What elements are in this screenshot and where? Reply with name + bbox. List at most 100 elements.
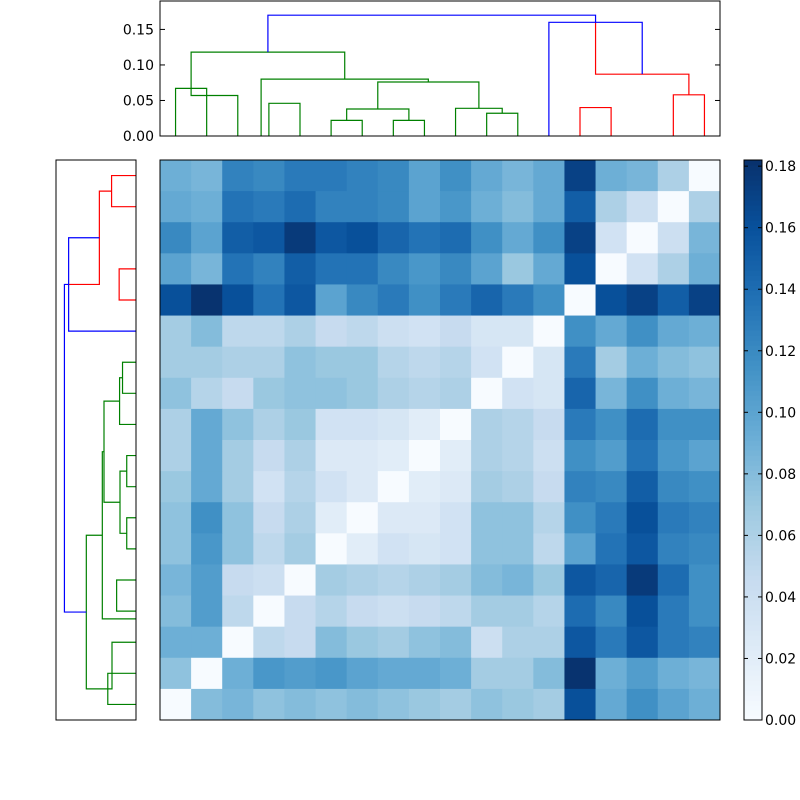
heatmap-cell [533,502,565,534]
heatmap-cell [222,688,254,721]
colorbar-segment [744,375,762,381]
left-dendrogram-link [107,641,136,690]
heatmap-cell [564,657,597,690]
heatmap-cell [408,626,441,659]
colorbar-segment [744,290,762,296]
heatmap-cell [440,160,472,192]
heatmap-cell [440,626,472,659]
heatmap-cell [346,408,379,441]
colorbar-segment [744,285,762,291]
heatmap-cell [346,595,379,628]
heatmap-cell [440,222,472,254]
heatmap-cell [191,688,223,721]
heatmap-cell [595,284,628,317]
colorbar-segment [744,310,762,316]
heatmap-cell [346,160,379,192]
top-dendrogram-link [672,94,706,136]
heatmap-cell [595,160,628,192]
heatmap-cell [408,595,441,628]
heatmap-cell [346,284,379,317]
heatmap-cell [533,440,565,472]
heatmap-cell [657,346,690,379]
heatmap-cell [564,315,597,348]
heatmap-cell [284,688,317,721]
heatmap-cell [191,408,223,441]
heatmap-cell [595,222,628,254]
heatmap-cell [688,160,721,192]
heatmap-cell [471,160,503,192]
heatmap-cell [471,253,503,285]
heatmap-cell [253,191,285,223]
heatmap-cell [284,191,317,223]
heatmap-cell [191,222,223,254]
colorbar-segment [744,595,762,601]
heatmap-cell [440,253,472,285]
heatmap-cell [688,440,721,472]
colorbar-segment [744,345,762,351]
heatmap-cell [533,160,565,192]
heatmap-cell [284,533,317,565]
heatmap-cell [502,160,534,192]
heatmap-cell [346,533,379,565]
heatmap-cell [626,315,659,348]
heatmap-cell [657,222,690,254]
colorbar-segment [744,420,762,426]
heatmap-cell [471,440,503,472]
colorbar-segment [744,165,762,171]
colorbar-segment [744,485,762,491]
heatmap-cell [408,533,441,565]
heatmap-cell [253,160,285,192]
heatmap-cell [502,688,534,721]
heatmap-cell [253,471,285,503]
heatmap-cell [284,346,317,379]
heatmap-cell [533,657,565,690]
heatmap-cell [377,315,410,348]
heatmap-cell [160,502,192,534]
heatmap-cell [626,377,659,410]
heatmap-cell [502,533,534,565]
heatmap-cell [502,440,534,472]
heatmap-cell [595,377,628,410]
colorbar-segment [744,550,762,556]
colorbar-segment [744,575,762,581]
heatmap-cell [688,315,721,348]
heatmap-cell [564,253,597,285]
colorbar-segment [744,220,762,226]
heatmap-cell [377,533,410,565]
heatmap-cell [408,191,441,223]
heatmap-cell [626,502,659,534]
heatmap-cell [222,253,254,285]
heatmap-cell [471,284,503,317]
heatmap-cell [657,595,690,628]
heatmap-cell [657,564,690,597]
colorbar-segment [744,670,762,676]
heatmap-cell [253,440,285,472]
colorbar-segment [744,350,762,356]
heatmap-cell [377,222,410,254]
heatmap-cell [688,191,721,223]
heatmap-cell [253,595,285,628]
heatmap-cell [315,160,348,192]
colorbar-segment [744,600,762,606]
heatmap-cell [595,688,628,721]
heatmap-cell [564,222,597,254]
heatmap-cell [160,657,192,690]
heatmap-cell [315,657,348,690]
heatmap-cell [408,440,441,472]
heatmap-cell [440,471,472,503]
heatmap-cell [253,564,285,597]
heatmap-cell [502,346,534,379]
heatmap-cell [533,408,565,441]
colorbar-segment [744,530,762,536]
heatmap-cell [253,626,285,659]
heatmap-cell [440,346,472,379]
heatmap-cell [440,408,472,441]
colorbar-segment [744,580,762,586]
heatmap-cell [564,564,597,597]
heatmap-cell [471,191,503,223]
heatmap-cell [160,440,192,472]
heatmap-cell [502,657,534,690]
heatmap-cell [315,440,348,472]
heatmap-cell [346,471,379,503]
colorbar-segment [744,560,762,566]
